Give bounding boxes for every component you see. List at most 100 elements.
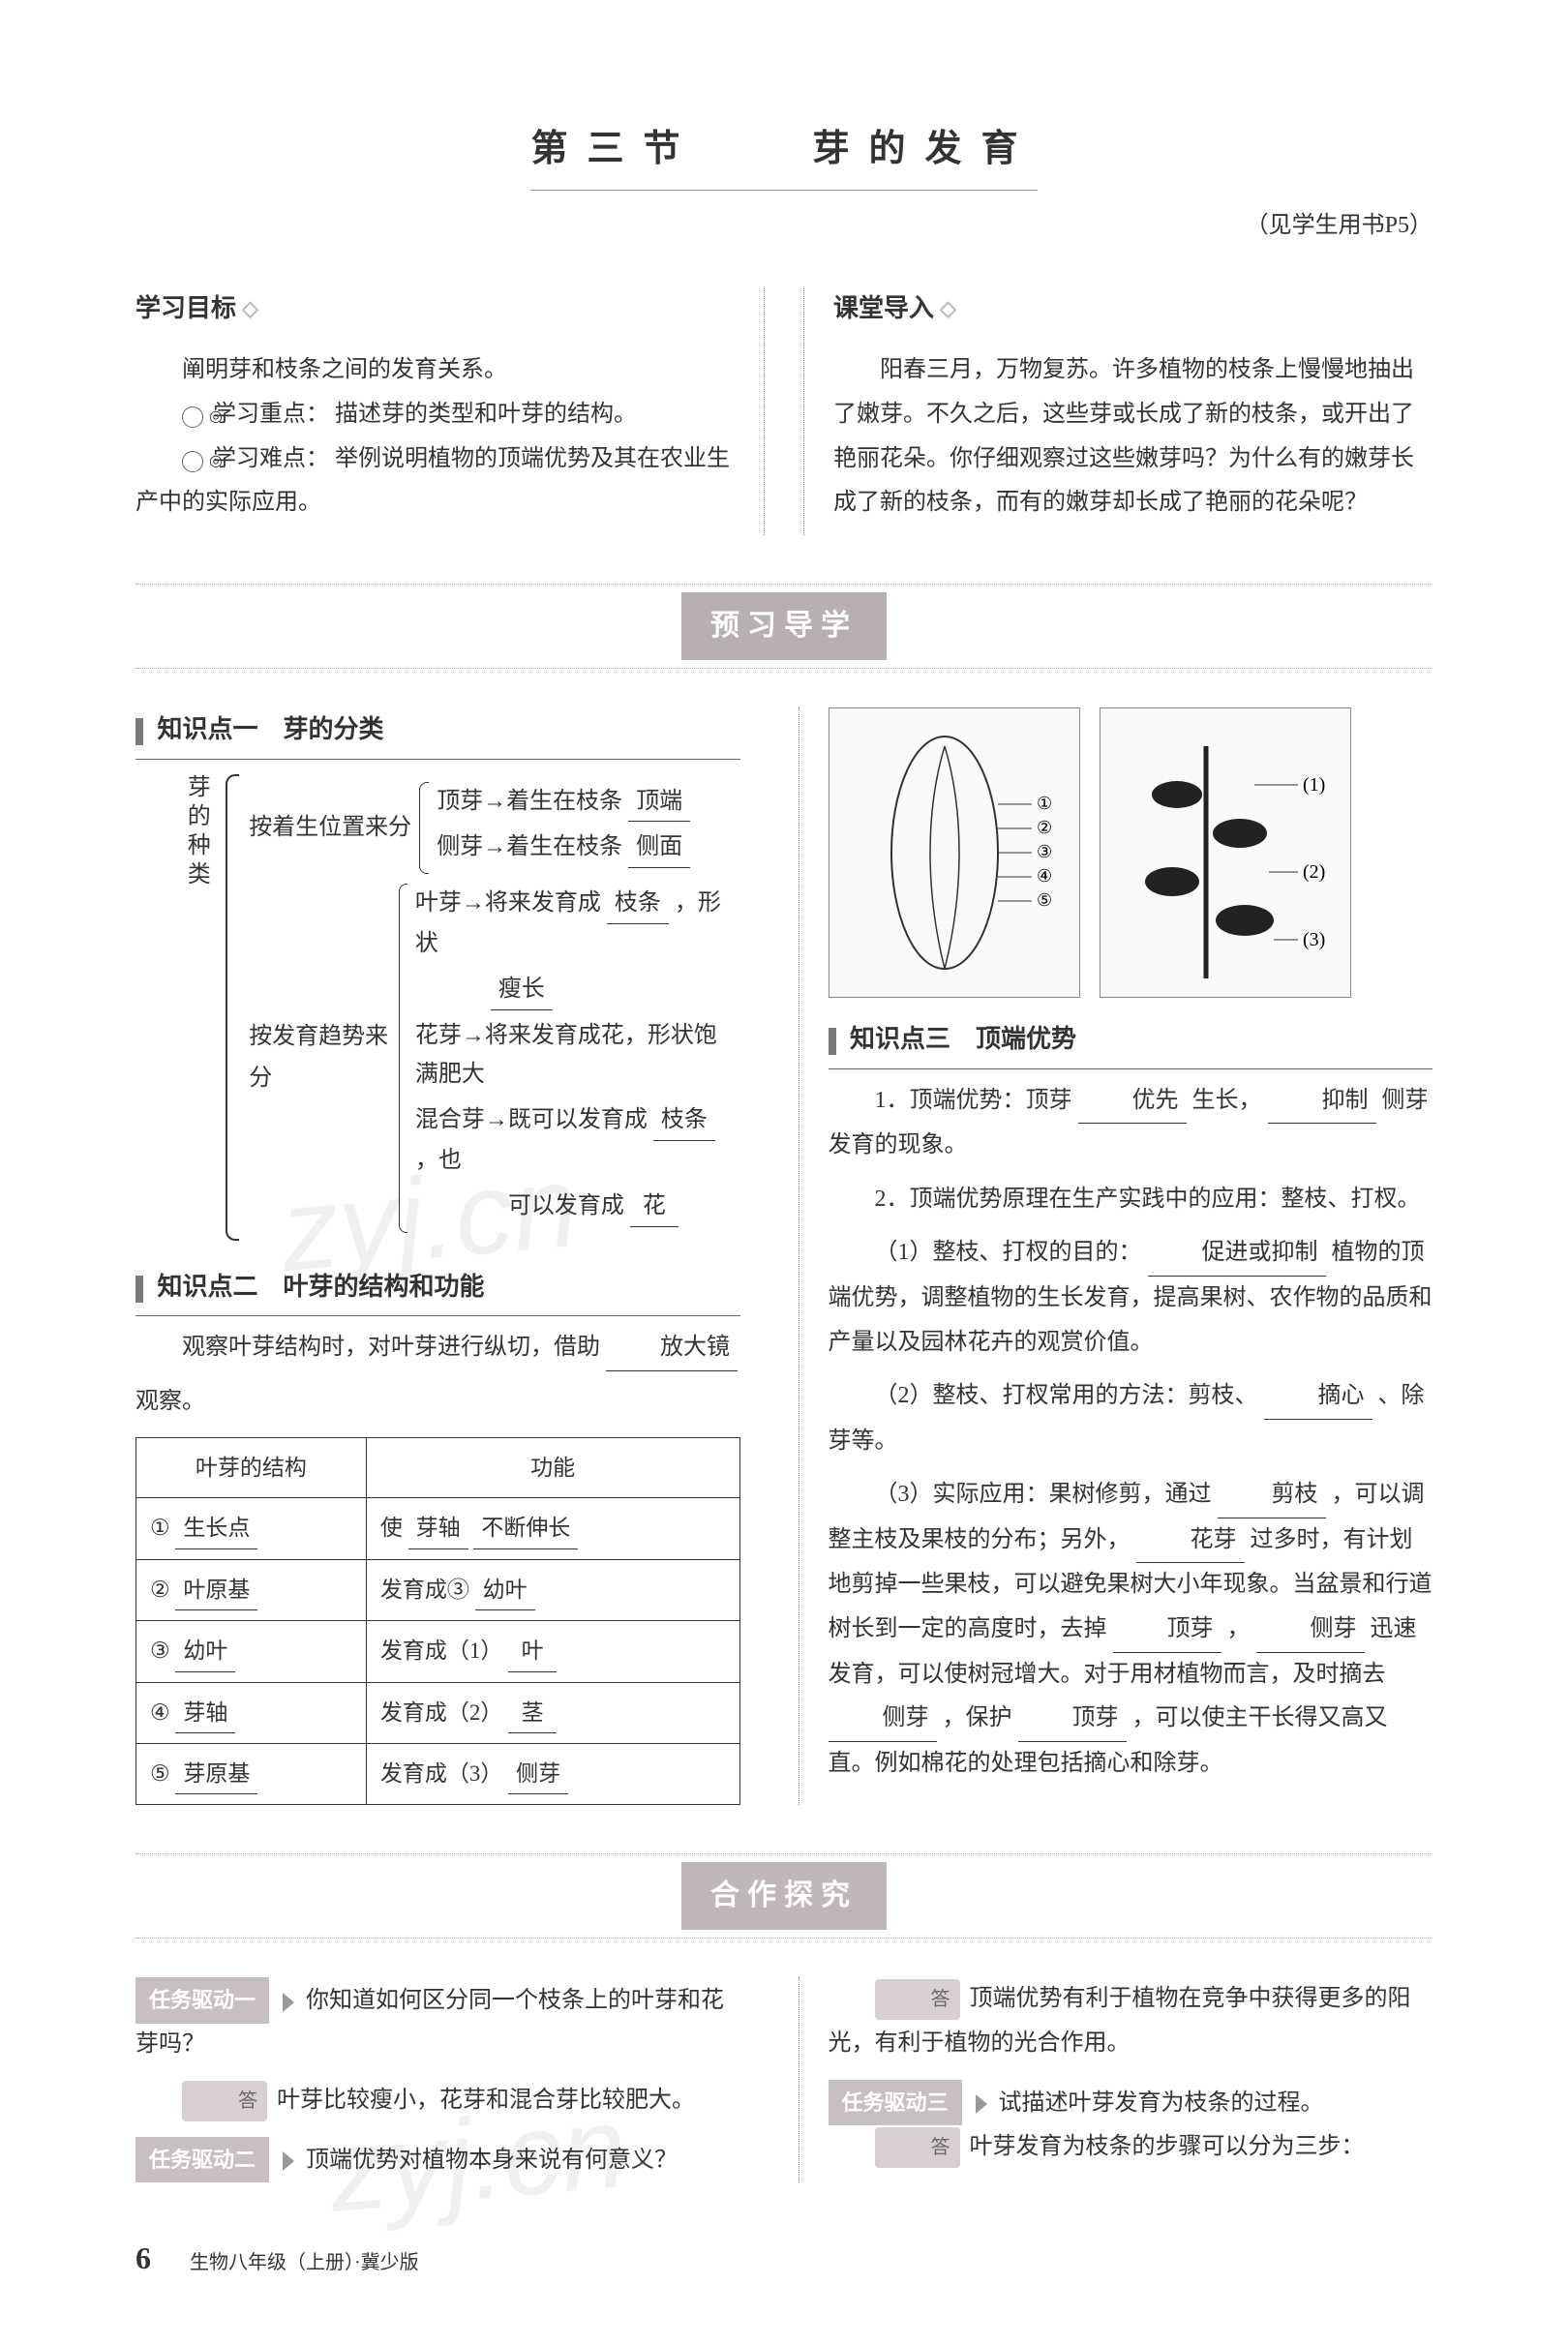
svg-text:④: ④	[1037, 866, 1052, 886]
kp3-23-pre: （3）实际应用：果树修剪，通过	[875, 1482, 1212, 1507]
kp2-intro-blank: 放大镜	[606, 1326, 738, 1371]
b2l1-blank: 枝条	[607, 884, 669, 924]
focus-label: 学习重点：	[213, 402, 329, 427]
banner-preview: 预习导学	[136, 584, 1432, 669]
kp3-1-pre: 1．顶端优势：顶芽	[875, 1088, 1072, 1113]
kp3-23-b6: 顶芽	[1018, 1697, 1127, 1742]
section-name: 芽的发育	[813, 129, 1038, 169]
kp3-23-b4: 侧芽	[1256, 1608, 1365, 1653]
svg-text:③: ③	[1037, 842, 1052, 861]
kp1-label: 知识点一 芽的分类	[158, 715, 384, 743]
footer: 6 生物八年级（上册）·冀少版	[136, 2231, 1432, 2287]
accent-bar	[136, 1276, 143, 1303]
kp3-23-b1: 剪枝	[1218, 1473, 1326, 1518]
b2l2: 花芽→将来发育成花，形状饱满肥大	[415, 1016, 740, 1096]
svg-text:(2): (2)	[1303, 861, 1325, 883]
objectives-heading: 学习目标	[136, 286, 236, 332]
kp3-1-mid: 生长，	[1192, 1088, 1262, 1113]
kp3-21-blank: 促进或抑制	[1148, 1231, 1326, 1277]
tasks-left: 任务驱动一 你知道如何区分同一个枝条上的叶芽和花芽吗？ 答 叶芽比较瘦小，花芽和…	[136, 1977, 760, 2182]
b2l3-post: ，也	[415, 1148, 462, 1173]
tasks-columns: zyj.cn 任务驱动一 你知道如何区分同一个枝条上的叶芽和花芽吗？ 答 叶芽比…	[136, 1977, 1432, 2182]
banner2-text: 合作探究	[681, 1862, 887, 1930]
kp3-23-b2: 花芽	[1136, 1518, 1245, 1564]
lead-in-text: 阳春三月，万物复苏。许多植物的枝条上慢慢地抽出了嫩芽。不久之后，这些芽或长成了新…	[833, 348, 1432, 525]
b2l3-blank: 枝条	[653, 1100, 715, 1141]
kp2-label: 知识点二 叶芽的结构和功能	[158, 1273, 485, 1301]
task3-label: 任务驱动三	[829, 2080, 962, 2126]
svg-text:(3): (3)	[1303, 929, 1325, 950]
svg-text:⑤: ⑤	[1037, 890, 1052, 910]
answer-tag: 答	[875, 1979, 960, 2020]
b2l4-pre: 可以发育成	[415, 1193, 624, 1218]
banner-explore: 合作探究	[136, 1853, 1432, 1939]
footer-book: 生物八年级（上册）·冀少版	[190, 2245, 419, 2280]
branch2-label: 按发育趋势来分	[249, 884, 399, 1232]
b1l2-pre: 侧芽→着生在枝条	[437, 834, 622, 859]
table-row: ② 叶原基发育成③ 幼叶	[136, 1559, 740, 1620]
kp2-intro-post: 观察。	[136, 1381, 740, 1423]
diagram-row: ① ② ③ ④ ⑤ (1) (2) (3)	[829, 707, 1433, 998]
diamond-icon: ◇	[242, 289, 258, 328]
kp3-22-pre: （2）整枝、打杈常用的方法：剪枝、	[875, 1383, 1258, 1408]
arrow-icon	[283, 2151, 294, 2171]
task1-label: 任务驱动一	[136, 1977, 269, 2024]
kp3-2: 2．顶端优势原理在生产实践中的应用：整枝、打杈。	[829, 1178, 1433, 1222]
left-column: 知识点一 芽的分类 芽的种类 按着生位置来分 顶芽→着生在枝条 顶端 侧芽→着生…	[136, 707, 760, 1806]
tasks-right: 答 顶端优势有利于植物在竞争中获得更多的阳光，有利于植物的光合作用。 任务驱动三…	[799, 1977, 1433, 2182]
b2l4-blank: 花	[630, 1187, 678, 1227]
kp2-intro-pre: 观察叶芽结构时，对叶芽进行纵切，借助	[182, 1335, 600, 1360]
table-row: ③ 幼叶发育成（1） 叶	[136, 1621, 740, 1682]
b1l1-pre: 顶芽→着生在枝条	[437, 789, 622, 814]
th2: 功能	[366, 1438, 739, 1498]
right-column: ① ② ③ ④ ⑤ (1) (2) (3)	[799, 707, 1433, 1806]
arrow-icon	[976, 2094, 987, 2114]
th1: 叶芽的结构	[136, 1438, 367, 1498]
intro-columns: 学习目标 ◇ 阐明芽和枝条之间的发育关系。 ◎ 学习重点： 描述芽的类型和叶芽的…	[136, 286, 1432, 535]
kp3-1-b1: 优先	[1078, 1079, 1187, 1125]
accent-bar	[136, 718, 143, 745]
kp3-21-pre: （1）整枝、打杈的目的：	[875, 1240, 1142, 1265]
difficulty-label: 学习难点：	[213, 446, 329, 471]
task3-a: 叶芽发育为枝条的步骤可以分为三步：	[970, 2134, 1365, 2159]
task2-q: 顶端优势对植物本身来说有何意义？	[306, 2148, 678, 2173]
title-section: 第三节 芽的发育 （见学生用书P5）	[136, 116, 1432, 248]
b2l1b-blank: 瘦长	[491, 970, 553, 1010]
task2-label: 任务驱动二	[136, 2137, 269, 2183]
b1l1-blank: 顶端	[628, 782, 690, 823]
main-columns: zyj.cn 知识点一 芽的分类 芽的种类 按着生位置来分 顶芽→着生在枝条 顶…	[136, 707, 1432, 1806]
diamond-icon: ◇	[940, 289, 956, 328]
task3-q: 试描述叶芽发育为枝条的过程。	[999, 2090, 1324, 2116]
task1-a: 叶芽比较瘦小，花芽和混合芽比较肥大。	[277, 2088, 695, 2113]
banner1-text: 预习导学	[681, 592, 887, 660]
b2l3-pre: 混合芽→既可以发育成	[415, 1107, 648, 1132]
table-row: ① 生长点使 芽轴 不断伸长	[136, 1498, 740, 1559]
answer-tag: 答	[875, 2127, 960, 2168]
svg-text:①: ①	[1037, 794, 1052, 813]
classification-tree: 芽的种类 按着生位置来分 顶芽→着生在枝条 顶端 侧芽→着生在枝条 侧面	[165, 774, 740, 1241]
kp3-1-b2: 抑制	[1268, 1079, 1376, 1125]
kp3-23-b3: 顶芽	[1113, 1608, 1221, 1653]
lead-in-column: 课堂导入 ◇ 阳春三月，万物复苏。许多植物的枝条上慢慢地抽出了嫩芽。不久之后，这…	[803, 286, 1432, 535]
branch1-label: 按着生位置来分	[249, 782, 419, 875]
circle-icon: ◎	[182, 451, 203, 472]
objectives-main: 阐明芽和枝条之间的发育关系。	[136, 348, 735, 393]
objectives-column: 学习目标 ◇ 阐明芽和枝条之间的发育关系。 ◎ 学习重点： 描述芽的类型和叶芽的…	[136, 286, 765, 535]
page-number: 6	[136, 2231, 151, 2287]
bud-diagram: ① ② ③ ④ ⑤	[829, 707, 1080, 998]
b2l1-pre: 叶芽→将来发育成	[415, 890, 601, 916]
focus-text: 描述芽的类型和叶芽的结构。	[335, 402, 637, 427]
b1l2-blank: 侧面	[628, 827, 690, 868]
kp3-23-b5: 侧芽	[829, 1697, 937, 1742]
kp3-22-blank: 摘心	[1264, 1374, 1372, 1420]
lead-in-heading: 课堂导入	[833, 286, 934, 332]
kp3-label: 知识点三 顶端优势	[850, 1025, 1076, 1053]
table-row: ④ 芽轴发育成（2） 茎	[136, 1682, 740, 1743]
kp3-23-m3: ，	[1227, 1616, 1251, 1641]
svg-text:(1): (1)	[1303, 774, 1325, 796]
table-row: ⑤ 芽原基发育成（3） 侧芽	[136, 1744, 740, 1805]
svg-text:②: ②	[1037, 818, 1052, 837]
section-number: 第三节	[530, 129, 699, 169]
branch-diagram: (1) (2) (3)	[1100, 707, 1351, 998]
arrow-icon	[283, 1993, 294, 2012]
